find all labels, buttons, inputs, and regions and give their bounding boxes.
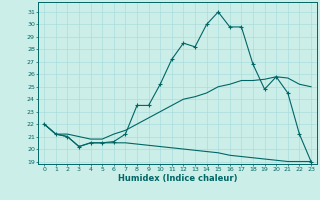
X-axis label: Humidex (Indice chaleur): Humidex (Indice chaleur) <box>118 174 237 183</box>
